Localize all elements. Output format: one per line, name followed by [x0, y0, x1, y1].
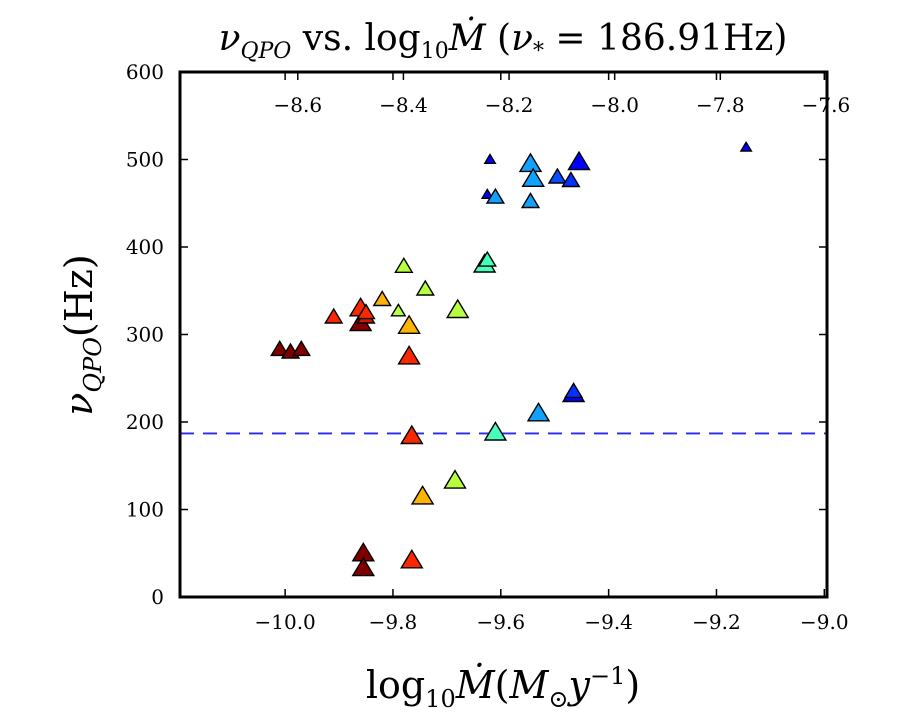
y-tick-label: 300 — [126, 323, 164, 347]
x-tick-label: −9.4 — [584, 610, 633, 634]
x-axis-label: log10Ṁ(M⊙y−1) — [366, 662, 640, 713]
y-tick-label: 100 — [126, 498, 164, 522]
y-tick-label: 200 — [126, 410, 164, 434]
data-point — [485, 187, 506, 204]
x-tick-label: −9.0 — [800, 610, 849, 634]
data-point — [410, 485, 435, 505]
data-point — [483, 421, 508, 441]
ticks-layer: −10.0 −9.8 −9.6 −9.4 −9.2 −9.0 −8.6 −8.4 −8.2 −8.… — [126, 60, 850, 634]
plot-frame — [178, 70, 829, 599]
data-point — [351, 556, 376, 577]
data-point — [356, 303, 376, 320]
x-tick-label: −9.8 — [369, 610, 418, 634]
data-point — [400, 548, 424, 569]
top-tick-label: −8.6 — [273, 93, 322, 117]
data-point — [443, 469, 467, 489]
data-point — [480, 188, 494, 200]
y-axis-label: νQPO(Hz) — [57, 254, 107, 415]
data-point — [324, 307, 344, 324]
data-point — [521, 167, 545, 188]
data-point — [477, 250, 497, 267]
y-tick-label: 600 — [126, 60, 164, 84]
x-tick-label: −9.6 — [477, 610, 526, 634]
data-point — [415, 279, 435, 296]
y-tick-label: 400 — [126, 235, 164, 259]
y-tick-label: 0 — [151, 585, 164, 609]
top-tick-label: −7.8 — [696, 93, 745, 117]
data-point — [397, 345, 421, 365]
data-point — [739, 140, 753, 152]
data-point — [483, 153, 497, 165]
top-tick-label: −8.2 — [485, 93, 534, 117]
data-point — [270, 340, 290, 357]
data-point — [372, 290, 392, 307]
data-point — [394, 256, 414, 273]
data-point — [400, 424, 424, 445]
data-point — [291, 340, 311, 357]
data-point — [563, 382, 584, 399]
data-point — [445, 298, 470, 319]
data-point — [518, 152, 543, 173]
data-point — [397, 314, 421, 334]
data-point — [526, 401, 551, 422]
data-point — [520, 192, 541, 209]
data-point — [561, 171, 581, 188]
data-point — [547, 167, 568, 184]
top-tick-label: −8.0 — [590, 93, 639, 117]
x-tick-label: −9.2 — [692, 610, 741, 634]
top-tick-label: −8.4 — [379, 93, 428, 117]
data-point — [567, 150, 591, 171]
points-layer — [270, 140, 753, 577]
chart-title: νQPO vs. log10Ṁ (ν* = 186.91Hz) — [219, 17, 788, 64]
y-tick-label: 500 — [126, 148, 164, 172]
x-tick-label: −10.0 — [254, 610, 315, 634]
data-point — [390, 303, 407, 317]
